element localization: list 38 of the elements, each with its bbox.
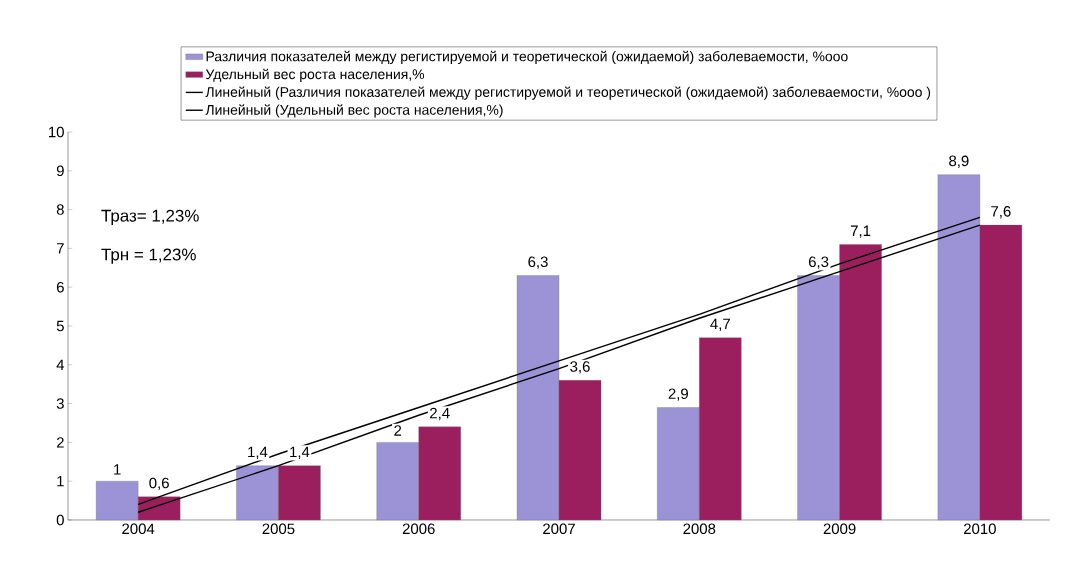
y-tick-label: 8 — [56, 204, 64, 215]
y-tick-label: 5 — [56, 320, 64, 332]
y-tick-label: 2 — [56, 437, 64, 448]
legend-label: Линейный (Удельный вес роста населения,%) — [205, 104, 503, 118]
data-label: 2,9 — [668, 388, 688, 401]
x-tick-label: 2009 — [823, 523, 856, 535]
x-tick-label: 2004 — [122, 523, 155, 535]
data-label: 7,6 — [991, 206, 1011, 219]
y-tick-label: 7 — [56, 243, 64, 254]
y-tick-label: 1 — [57, 476, 64, 487]
x-tick-label: 2005 — [262, 523, 295, 535]
data-label: 6,3 — [528, 256, 548, 269]
y-tick-label: 3 — [56, 398, 64, 409]
y-tick-label: 0 — [56, 514, 64, 526]
data-label: 4,7 — [710, 318, 730, 331]
data-label: 6,3 — [808, 256, 829, 269]
y-tick-label: 6 — [56, 281, 64, 293]
data-label: 2 — [394, 425, 402, 436]
data-label: 1,4 — [248, 446, 268, 459]
legend-label: Различия показателей между регистируемой и теоретической (ожидаемой) заболеваемости, %ooo — [206, 50, 848, 65]
data-label: 1,4 — [290, 446, 310, 459]
data-label: 1 — [114, 464, 121, 475]
y-tick-label: 10 — [49, 126, 64, 138]
y-tick-label: 4 — [56, 359, 65, 370]
data-label: 3,6 — [570, 361, 590, 374]
x-tick-label: 2008 — [683, 523, 716, 535]
legend-label: Линейный (Различия показателей между регистируемой и теоретической (ожидаемой) заболеваемости, %ooo ) — [205, 86, 931, 100]
data-label: 8,9 — [949, 155, 969, 168]
x-tick-label: 2010 — [963, 523, 996, 535]
annotation: Траз= 1,23% — [101, 209, 199, 226]
legend-label: Удельный вес роста населения,% — [205, 68, 425, 82]
data-label: 0,6 — [149, 477, 169, 491]
y-tick-label: 9 — [56, 165, 64, 177]
annotation: Трн = 1,23% — [101, 248, 196, 264]
data-label: 7,1 — [850, 225, 871, 238]
data-label: 2,4 — [430, 407, 450, 421]
x-tick-label: 2007 — [543, 523, 575, 535]
x-tick-label: 2006 — [402, 523, 435, 535]
